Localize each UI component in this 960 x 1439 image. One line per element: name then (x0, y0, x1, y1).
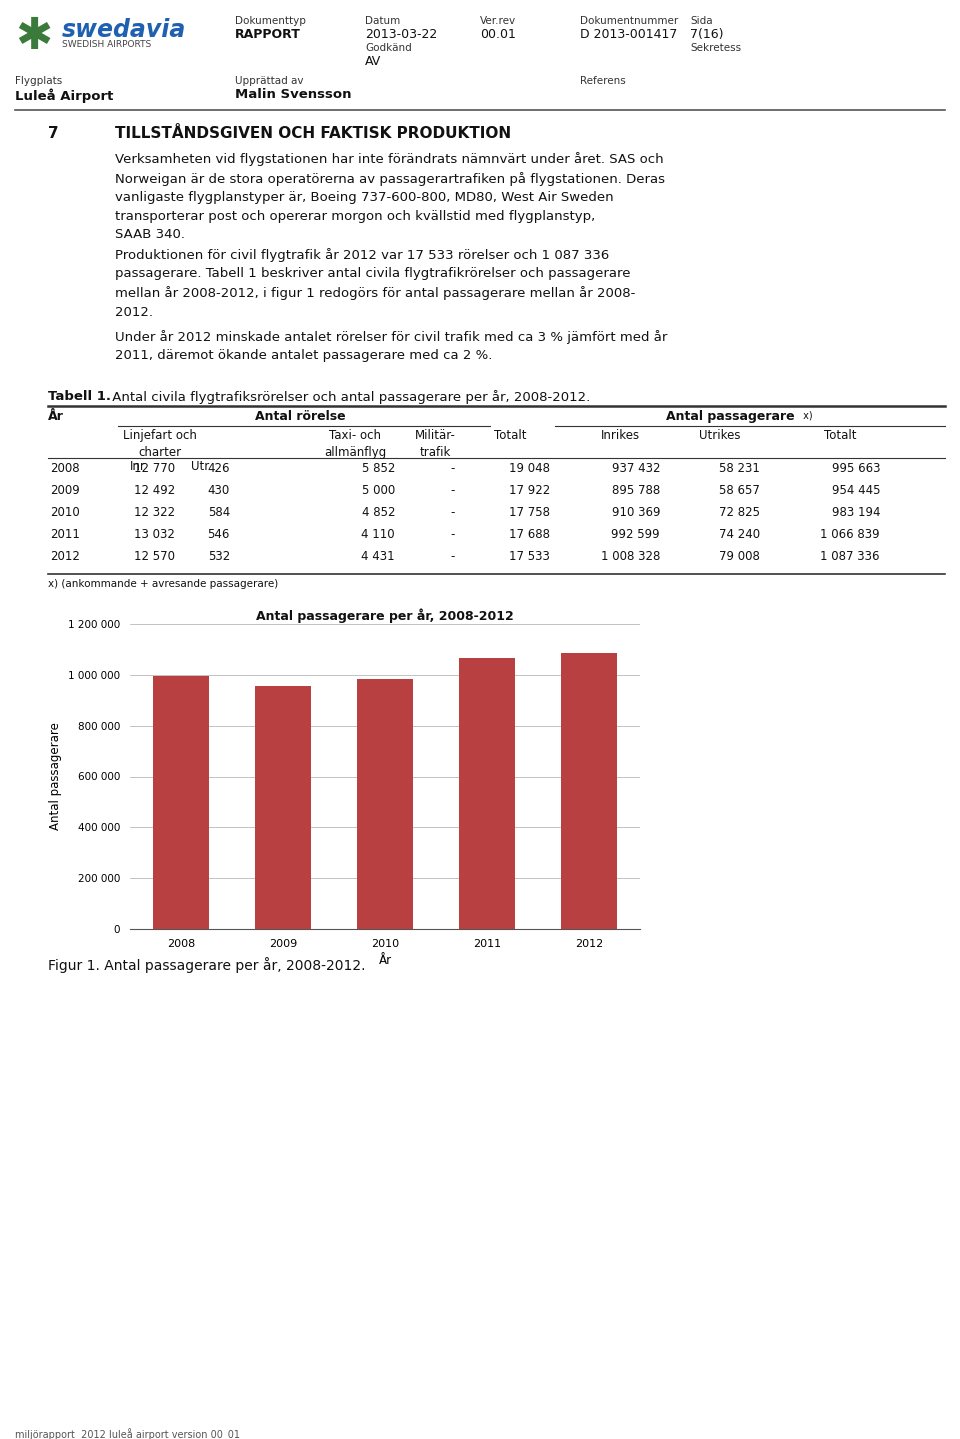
Text: 532: 532 (207, 550, 230, 563)
Text: -: - (451, 528, 455, 541)
Text: -: - (451, 462, 455, 475)
Text: D 2013-001417: D 2013-001417 (580, 27, 678, 40)
Text: Malin Svensson: Malin Svensson (235, 88, 351, 101)
Text: 5 852: 5 852 (362, 462, 395, 475)
Text: TILLSTÅNDSGIVEN OCH FAKTISK PRODUKTION: TILLSTÅNDSGIVEN OCH FAKTISK PRODUKTION (115, 127, 511, 141)
Text: Verksamheten vid flygstationen har inte förändrats nämnvärt under året. SAS och
: Verksamheten vid flygstationen har inte … (115, 153, 665, 242)
Text: 19 048: 19 048 (509, 462, 550, 475)
Text: -: - (451, 550, 455, 563)
Text: 17 758: 17 758 (509, 507, 550, 519)
Text: Figur 1. Antal passagerare per år, 2008-2012.: Figur 1. Antal passagerare per år, 2008-… (48, 957, 366, 973)
Text: År: År (48, 410, 64, 423)
Text: 5 000: 5 000 (362, 484, 395, 496)
Text: 995 663: 995 663 (831, 462, 880, 475)
Text: Flygplats: Flygplats (15, 76, 62, 86)
Y-axis label: Antal passagerare: Antal passagerare (50, 722, 62, 830)
Text: Sekretess: Sekretess (690, 43, 741, 53)
Text: Utrikes: Utrikes (699, 429, 741, 442)
Text: 12 570: 12 570 (134, 550, 175, 563)
Text: 426: 426 (207, 462, 230, 475)
Text: Taxi- och
allmänflyg: Taxi- och allmänflyg (324, 429, 386, 459)
Text: 895 788: 895 788 (612, 484, 660, 496)
Text: 4 431: 4 431 (361, 550, 395, 563)
Text: 1 087 336: 1 087 336 (821, 550, 880, 563)
Text: Ver.rev: Ver.rev (480, 16, 516, 26)
Text: 546: 546 (207, 528, 230, 541)
Text: Under år 2012 minskade antalet rörelser för civil trafik med ca 3 % jämfört med : Under år 2012 minskade antalet rörelser … (115, 330, 667, 363)
Text: 2010: 2010 (50, 507, 80, 519)
Text: 4 110: 4 110 (361, 528, 395, 541)
Bar (255, 686, 311, 930)
Text: 910 369: 910 369 (612, 507, 660, 519)
Text: Militär-
trafik: Militär- trafik (415, 429, 455, 459)
Text: 7: 7 (48, 127, 59, 141)
Text: Totalt: Totalt (493, 429, 526, 442)
Text: miljörapport  2012 luleå airport version 00_01: miljörapport 2012 luleå airport version … (15, 1427, 240, 1439)
Text: 74 240: 74 240 (719, 528, 760, 541)
Text: Totalt: Totalt (824, 429, 856, 442)
Text: 12 322: 12 322 (133, 507, 175, 519)
Text: Antal civila flygtrafiksrörelser och antal passagerare per år, 2008-2012.: Antal civila flygtrafiksrörelser och ant… (108, 390, 590, 404)
Text: 17 533: 17 533 (509, 550, 550, 563)
Text: 430: 430 (207, 484, 230, 496)
Text: Sida: Sida (690, 16, 712, 26)
Text: 12 770: 12 770 (133, 462, 175, 475)
Text: 12 492: 12 492 (133, 484, 175, 496)
Text: swedavia: swedavia (62, 19, 186, 42)
Text: 2011: 2011 (50, 528, 80, 541)
Text: Upprättad av: Upprättad av (235, 76, 303, 86)
Text: Antal passagerare: Antal passagerare (665, 410, 794, 423)
Text: 00.01: 00.01 (480, 27, 516, 40)
Text: 13 032: 13 032 (134, 528, 175, 541)
Text: Dokumentnummer: Dokumentnummer (580, 16, 679, 26)
Bar (357, 679, 413, 930)
Text: Antal passagerare per år, 2008-2012: Antal passagerare per år, 2008-2012 (256, 609, 514, 623)
Text: 2013-03-22: 2013-03-22 (365, 27, 437, 40)
Text: 584: 584 (207, 507, 230, 519)
Bar (153, 676, 209, 930)
Text: 4 852: 4 852 (362, 507, 395, 519)
Text: 992 599: 992 599 (612, 528, 660, 541)
Text: Inr: Inr (130, 460, 146, 473)
Text: Linjefart och
charter: Linjefart och charter (123, 429, 197, 459)
Text: Inrikes: Inrikes (600, 429, 639, 442)
Text: SWEDISH AIRPORTS: SWEDISH AIRPORTS (62, 40, 152, 49)
Text: Godkänd: Godkänd (365, 43, 412, 53)
Text: Datum: Datum (365, 16, 400, 26)
Text: Antal rörelse: Antal rörelse (254, 410, 346, 423)
Text: -: - (451, 507, 455, 519)
Text: 1 066 839: 1 066 839 (821, 528, 880, 541)
Text: ✱: ✱ (15, 14, 52, 58)
Text: x) (ankommande + avresande passagerare): x) (ankommande + avresande passagerare) (48, 578, 278, 589)
Text: 954 445: 954 445 (831, 484, 880, 496)
Text: Utr: Utr (191, 460, 209, 473)
Text: Tabell 1.: Tabell 1. (48, 390, 111, 403)
Text: 7(16): 7(16) (690, 27, 724, 40)
Text: Produktionen för civil flygtrafik år 2012 var 17 533 rörelser och 1 087 336
pass: Produktionen för civil flygtrafik år 201… (115, 248, 636, 319)
Text: 58 657: 58 657 (719, 484, 760, 496)
Text: 17 922: 17 922 (509, 484, 550, 496)
Text: -: - (451, 484, 455, 496)
Text: 58 231: 58 231 (719, 462, 760, 475)
Text: 2009: 2009 (50, 484, 80, 496)
Text: 79 008: 79 008 (719, 550, 760, 563)
Text: AV: AV (365, 55, 381, 68)
Bar (561, 653, 617, 930)
X-axis label: År: År (378, 954, 392, 967)
Text: Referens: Referens (580, 76, 626, 86)
Text: 2012: 2012 (50, 550, 80, 563)
Bar (459, 658, 516, 930)
Text: 1 008 328: 1 008 328 (601, 550, 660, 563)
Text: 17 688: 17 688 (509, 528, 550, 541)
Text: RAPPORT: RAPPORT (235, 27, 300, 40)
Text: Luleå Airport: Luleå Airport (15, 88, 113, 102)
Text: 72 825: 72 825 (719, 507, 760, 519)
Text: 2008: 2008 (50, 462, 80, 475)
Text: Dokumenttyp: Dokumenttyp (235, 16, 306, 26)
Text: 983 194: 983 194 (831, 507, 880, 519)
Text: 937 432: 937 432 (612, 462, 660, 475)
Text: x): x) (800, 410, 812, 420)
